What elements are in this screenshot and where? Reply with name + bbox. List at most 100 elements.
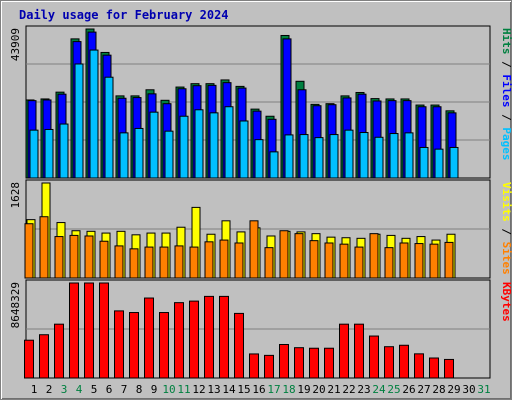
bar-kbytes-day-8	[129, 312, 139, 379]
bar-kbytes-day-6	[99, 282, 109, 379]
x-tick-label-day-24: 24	[372, 383, 386, 396]
bar-pages-day-4	[74, 63, 84, 179]
x-tick-label-day-9: 9	[151, 383, 158, 396]
x-tick-label-day-26: 26	[402, 383, 415, 396]
bar-kbytes-day-29	[444, 358, 454, 379]
bar-kbytes-day-25	[384, 346, 394, 379]
bar-sites-day-12	[189, 246, 199, 279]
bar-sites-day-29	[444, 241, 454, 279]
bar-sites-day-9	[144, 246, 154, 279]
legend-visits: Visits / Sites	[500, 182, 512, 275]
panel-hits: 43909 Hits / Files / Pages	[9, 25, 512, 179]
x-tick-label-day-6: 6	[106, 383, 113, 396]
legend-item-kbytes: KBytes	[500, 282, 512, 322]
panel-max-label: 43909	[9, 28, 22, 61]
x-tick-label-day-22: 22	[342, 383, 355, 396]
bar-pages-day-5	[89, 49, 99, 179]
bar-sites-day-1	[24, 223, 34, 279]
bar-kbytes-day-20	[309, 347, 319, 379]
x-tick-label-day-23: 23	[357, 383, 370, 396]
bar-pages-day-24	[374, 136, 384, 179]
bar-sites-day-20	[309, 240, 319, 279]
x-tick-label-day-10: 10	[162, 383, 175, 396]
bar-sites-day-18	[279, 230, 289, 279]
bar-sites-day-14	[219, 239, 229, 279]
bar-pages-day-22	[344, 129, 354, 179]
x-tick-label-day-18: 18	[282, 383, 295, 396]
bar-sites-day-3	[54, 236, 64, 279]
x-tick-label-day-12: 12	[192, 383, 205, 396]
legend-separator: /	[500, 222, 512, 242]
bar-kbytes-day-3	[54, 323, 64, 379]
bar-kbytes-day-21	[324, 347, 334, 379]
panel-visits: 1628 Visits / Sites	[9, 179, 512, 279]
bar-kbytes-day-4	[69, 282, 79, 379]
x-tick-label-day-13: 13	[207, 383, 220, 396]
bar-pages-day-29	[449, 146, 459, 179]
bar-kbytes-day-27	[414, 353, 424, 379]
x-tick-label-day-19: 19	[297, 383, 310, 396]
x-tick-label-day-3: 3	[61, 383, 68, 396]
bar-pages-day-16	[254, 139, 264, 179]
bar-pages-day-23	[359, 132, 369, 179]
bar-sites-day-21	[324, 242, 334, 279]
bar-pages-day-12	[194, 109, 204, 179]
x-tick-label-day-7: 7	[121, 383, 128, 396]
bar-pages-day-13	[209, 112, 219, 179]
legend-kbytes: KBytes	[500, 282, 512, 322]
legend-item-sites: Sites	[500, 242, 512, 275]
panel-max-label: 8648329	[9, 282, 22, 328]
x-tick-label-day-17: 17	[267, 383, 280, 396]
bar-pages-day-10	[164, 130, 174, 179]
x-tick-label-day-29: 29	[447, 383, 460, 396]
x-tick-label-day-30: 30	[462, 383, 475, 396]
x-tick-label-day-20: 20	[312, 383, 325, 396]
bar-sites-day-4	[69, 234, 79, 279]
x-tick-label-day-28: 28	[432, 383, 445, 396]
x-tick-label-day-8: 8	[136, 383, 143, 396]
bar-pages-day-15	[239, 120, 249, 179]
x-tick-label-day-14: 14	[222, 383, 236, 396]
legend-item-pages: Pages	[500, 127, 512, 160]
bar-pages-day-2	[44, 128, 54, 179]
bar-sites-day-26	[399, 242, 409, 279]
bar-kbytes-day-22	[339, 323, 349, 379]
bar-pages-day-14	[224, 106, 234, 179]
bar-pages-day-28	[434, 148, 444, 179]
bar-sites-day-28	[429, 243, 439, 279]
x-tick-label-day-11: 11	[177, 383, 190, 396]
bar-kbytes-day-5	[84, 282, 94, 379]
bar-kbytes-day-26	[399, 344, 409, 379]
legend-hits: Hits / Files / Pages	[500, 28, 512, 161]
bar-pages-day-9	[149, 111, 159, 179]
bar-kbytes-day-17	[264, 354, 274, 379]
bar-kbytes-day-18	[279, 343, 289, 379]
legend-item-hits: Hits	[500, 28, 512, 55]
bar-sites-day-11	[174, 245, 184, 279]
bar-kbytes-day-1	[24, 339, 34, 379]
bar-pages-day-3	[59, 123, 69, 179]
panel-kbytes: 8648329 KBytes	[9, 279, 512, 379]
x-tick-label-day-15: 15	[237, 383, 250, 396]
bar-sites-day-2	[39, 216, 49, 279]
bar-sites-day-6	[99, 240, 109, 279]
bar-kbytes-day-15	[234, 312, 244, 379]
x-tick-label-day-2: 2	[46, 383, 53, 396]
bar-sites-day-7	[114, 245, 124, 279]
bar-sites-day-16	[249, 220, 259, 279]
bar-pages-day-8	[134, 127, 144, 179]
bar-pages-day-20	[314, 137, 324, 179]
bar-kbytes-day-16	[249, 353, 259, 379]
chart-title: Daily usage for February 2024	[19, 8, 229, 22]
legend-separator: /	[500, 108, 512, 128]
bar-pages-day-27	[419, 146, 429, 179]
bar-pages-day-25	[389, 133, 399, 179]
bar-kbytes-day-23	[354, 323, 364, 379]
bar-pages-day-18	[284, 134, 294, 179]
bar-sites-day-15	[234, 242, 244, 279]
legend-separator: /	[500, 55, 512, 75]
bar-sites-day-8	[129, 248, 139, 279]
bar-kbytes-day-11	[174, 302, 184, 379]
bar-pages-day-11	[179, 115, 189, 179]
x-tick-label-day-21: 21	[327, 383, 340, 396]
